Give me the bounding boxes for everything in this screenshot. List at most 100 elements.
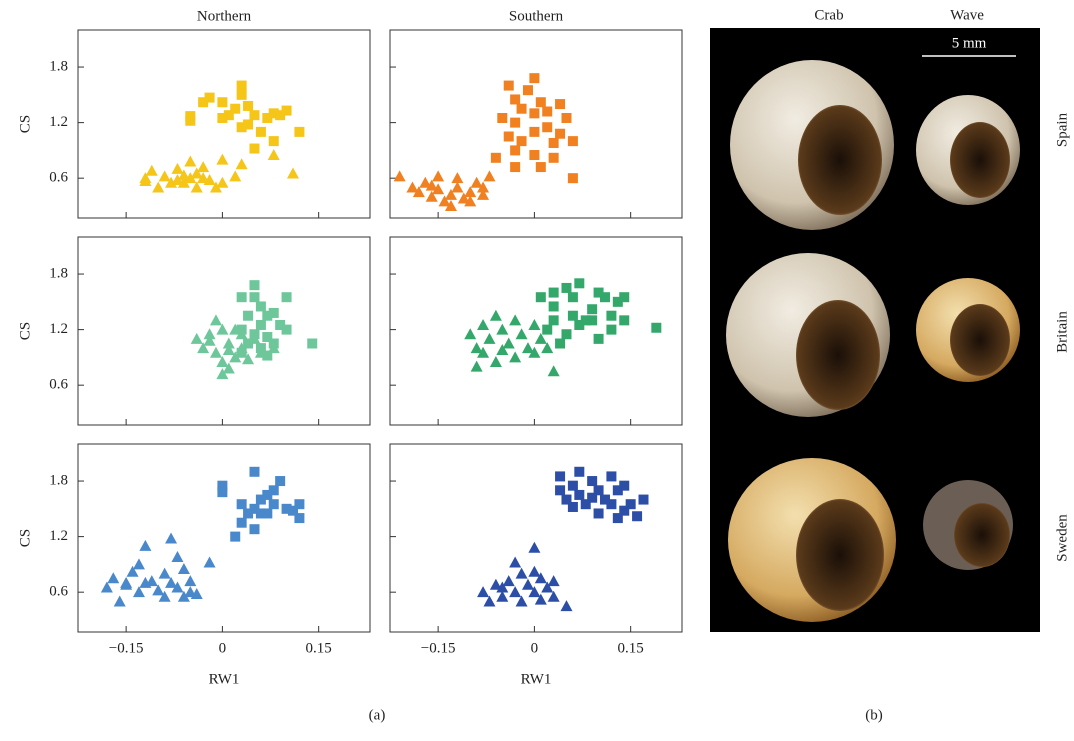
triangle-point: [165, 532, 177, 543]
square-point: [243, 508, 253, 518]
square-point: [230, 104, 240, 114]
figure: 5 mm Crab Wave Spain Britain Sweden (a) …: [0, 0, 1074, 741]
shell-aperture: [950, 304, 1010, 376]
x-axis-label: RW1: [209, 671, 240, 687]
triangle-point: [197, 161, 209, 172]
x-tick-label: 0.15: [618, 640, 644, 656]
triangle-point: [516, 328, 528, 339]
square-point: [256, 320, 266, 330]
triangle-point: [146, 575, 158, 586]
square-point: [529, 150, 539, 160]
square-point: [549, 288, 559, 298]
triangle-point: [152, 181, 164, 192]
x-tick-label: 0: [531, 640, 539, 656]
triangle-point: [229, 170, 241, 181]
square-point: [249, 144, 259, 154]
square-point: [568, 481, 578, 491]
square-point: [510, 145, 520, 155]
shell-aperture: [798, 105, 882, 215]
triangle-point: [210, 314, 222, 325]
square-point: [249, 280, 259, 290]
triangle-point: [560, 600, 572, 611]
triangle-point: [509, 586, 521, 597]
triangle-point: [184, 575, 196, 586]
square-point: [243, 311, 253, 321]
plot-frame: [390, 237, 682, 425]
square-point: [282, 325, 292, 335]
square-point: [536, 97, 546, 107]
square-point: [555, 129, 565, 139]
x-tick-label: 0: [219, 640, 227, 656]
square-point: [606, 311, 616, 321]
square-point: [638, 495, 648, 505]
square-point: [237, 499, 247, 509]
column-label: Wave: [950, 7, 984, 23]
square-point: [237, 518, 247, 528]
row-label: Sweden: [1054, 514, 1070, 562]
square-point: [275, 476, 285, 486]
square-point: [504, 132, 514, 142]
square-point: [237, 292, 247, 302]
square-point: [504, 81, 514, 91]
triangle-point: [236, 158, 248, 169]
square-point: [249, 467, 259, 477]
square-point: [606, 325, 616, 335]
triangle-point: [114, 595, 126, 606]
square-point: [549, 301, 559, 311]
chart-title: Southern: [509, 8, 564, 24]
y-tick-label: 1.8: [49, 265, 68, 281]
x-tick-label: −0.15: [421, 640, 456, 656]
square-point: [568, 173, 578, 183]
square-point: [523, 85, 533, 95]
x-axis-label: RW1: [521, 671, 552, 687]
triangle-point: [184, 156, 196, 167]
square-point: [282, 292, 292, 302]
column-label: Crab: [814, 7, 843, 23]
triangle-point: [268, 149, 280, 160]
triangle-point: [548, 575, 560, 586]
triangle-point: [509, 314, 521, 325]
square-point: [217, 97, 227, 107]
triangle-point: [509, 351, 521, 362]
plot-frame: [78, 30, 370, 218]
triangle-point: [287, 168, 299, 179]
shell-aperture: [954, 503, 1010, 567]
square-point: [555, 471, 565, 481]
square-point: [555, 485, 565, 495]
triangle-point: [471, 361, 483, 372]
y-tick-label: 1.2: [49, 528, 68, 544]
triangle-point: [464, 328, 476, 339]
triangle-point: [178, 563, 190, 574]
triangle-point: [451, 172, 463, 183]
square-point: [561, 283, 571, 293]
panel-label: (a): [369, 707, 386, 723]
square-point: [606, 499, 616, 509]
triangle-point: [522, 579, 534, 590]
square-point: [542, 106, 552, 116]
square-point: [568, 502, 578, 512]
square-point: [568, 311, 578, 321]
triangle-point: [204, 557, 216, 568]
triangle-point: [548, 365, 560, 376]
shell-aperture: [796, 499, 884, 611]
square-point: [549, 153, 559, 163]
square-point: [217, 487, 227, 497]
square-point: [249, 110, 259, 120]
square-point: [275, 110, 285, 120]
square-point: [542, 325, 552, 335]
square-point: [619, 481, 629, 491]
square-point: [256, 127, 266, 137]
panel-label: (b): [865, 707, 883, 723]
square-point: [243, 119, 253, 129]
square-point: [561, 329, 571, 339]
triangle-point: [146, 165, 158, 176]
square-point: [555, 99, 565, 109]
square-point: [529, 108, 539, 118]
triangle-point: [210, 347, 222, 358]
square-point: [542, 122, 552, 132]
photo: 5 mm: [710, 28, 1040, 632]
y-tick-label: 0.6: [49, 170, 68, 186]
y-tick-label: 1.8: [49, 472, 68, 488]
triangle-point: [133, 558, 145, 569]
triangle-point: [171, 163, 183, 174]
